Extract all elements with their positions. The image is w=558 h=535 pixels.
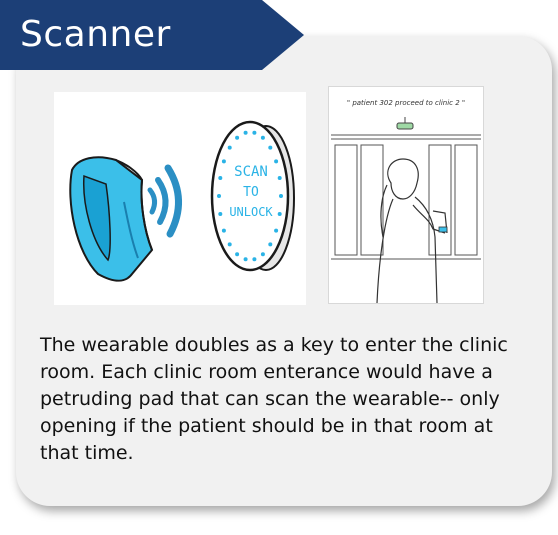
clinic-entrance-illustration: " patient 302 proceed to clinic 2 " (328, 86, 484, 304)
ceiling-light-icon (396, 117, 414, 130)
pad-dot (260, 252, 265, 257)
pad-dot (218, 176, 223, 180)
title-banner: Scanner (0, 0, 304, 70)
pad-dot (274, 159, 279, 164)
pad-dot (227, 242, 232, 247)
pad-dot (268, 242, 273, 247)
pad-dot (243, 257, 248, 262)
pad-dot (243, 130, 248, 135)
pad-dot (268, 145, 273, 150)
wristband-on-wrist-icon (438, 226, 448, 233)
pad-text-to: TO (243, 185, 259, 200)
pad-dot (260, 135, 265, 140)
pad-dot (221, 228, 226, 233)
pad-dot (218, 212, 223, 216)
pad-dot (235, 252, 240, 257)
pad-dot (252, 257, 257, 262)
pad-text-scan: SCAN (234, 164, 268, 180)
pad-dot (277, 212, 282, 216)
description-text: The wearable doubles as a key to enter t… (40, 334, 508, 464)
pad-dot (277, 176, 282, 180)
pad-dot (235, 135, 240, 140)
pad-dot (252, 130, 257, 135)
pad-dot (279, 194, 283, 198)
page-title: Scanner (20, 13, 171, 55)
pad-dot (227, 145, 232, 150)
clinic-doors (331, 134, 481, 260)
pad-dot (274, 228, 279, 233)
scan-pad-icon (210, 120, 295, 272)
scanner-illustration: SCAN TO UNLOCK (54, 92, 306, 305)
pad-dot (221, 159, 226, 164)
wristband-icon (69, 156, 154, 282)
person-figure (376, 158, 448, 303)
pad-dot (217, 194, 221, 198)
pad-text-unlock: UNLOCK (229, 205, 273, 219)
signal-waves-icon (147, 164, 182, 238)
announcement-caption: " patient 302 proceed to clinic 2 " (347, 99, 465, 107)
